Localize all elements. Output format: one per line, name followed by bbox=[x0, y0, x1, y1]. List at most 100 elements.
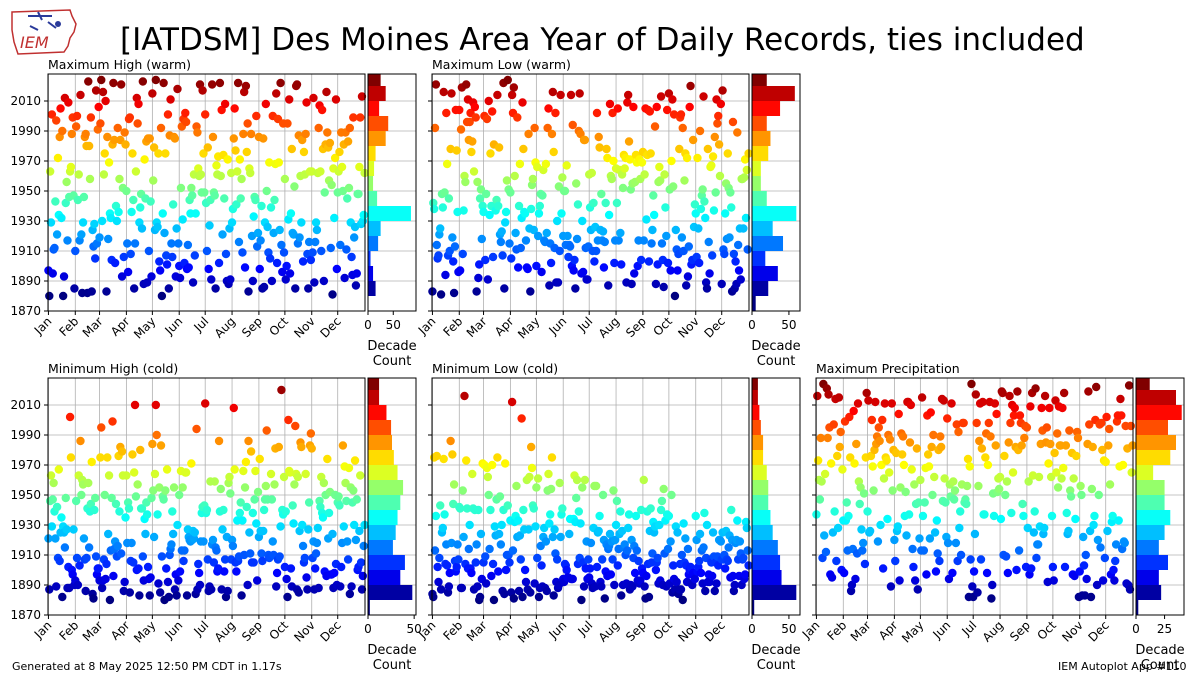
x-tick-label: Apr bbox=[492, 314, 517, 339]
data-point bbox=[168, 200, 178, 209]
data-point bbox=[113, 541, 122, 551]
data-point bbox=[526, 442, 536, 452]
data-point bbox=[875, 436, 884, 446]
data-point bbox=[609, 156, 618, 166]
data-point bbox=[228, 541, 238, 551]
data-point bbox=[457, 583, 467, 593]
data-point bbox=[163, 110, 173, 119]
x-tick-label: Nov bbox=[675, 618, 701, 644]
data-point bbox=[813, 456, 823, 465]
data-point bbox=[639, 475, 648, 485]
data-point bbox=[610, 580, 619, 590]
data-point bbox=[605, 529, 615, 539]
data-point bbox=[684, 242, 694, 251]
data-point bbox=[879, 474, 889, 483]
data-point bbox=[242, 147, 251, 157]
data-point bbox=[519, 144, 528, 154]
data-point bbox=[1062, 508, 1071, 518]
data-point bbox=[1005, 391, 1014, 401]
data-point bbox=[541, 159, 551, 169]
hist-x-label: Decade bbox=[751, 643, 800, 658]
data-point bbox=[932, 516, 942, 525]
data-point bbox=[569, 266, 578, 275]
data-point bbox=[433, 562, 442, 572]
data-point bbox=[452, 562, 461, 572]
data-point bbox=[609, 486, 618, 495]
data-point bbox=[45, 167, 55, 176]
data-point bbox=[838, 465, 847, 474]
data-point bbox=[86, 113, 96, 122]
data-point bbox=[912, 444, 922, 453]
data-point bbox=[125, 113, 135, 122]
data-point bbox=[489, 595, 499, 605]
data-point bbox=[908, 544, 917, 554]
data-point bbox=[116, 549, 126, 558]
data-point bbox=[604, 281, 613, 290]
data-point bbox=[274, 442, 284, 452]
x-tick-label: Aug bbox=[212, 618, 238, 644]
data-point bbox=[306, 255, 316, 265]
data-point bbox=[287, 144, 297, 154]
data-point bbox=[991, 441, 1000, 450]
histogram-bar bbox=[752, 281, 769, 296]
data-point bbox=[458, 249, 467, 259]
x-tick-label: Aug bbox=[596, 314, 622, 340]
data-point bbox=[248, 508, 258, 518]
histogram-bar bbox=[752, 378, 758, 390]
data-point bbox=[258, 556, 267, 566]
data-point bbox=[566, 90, 576, 100]
data-point bbox=[1033, 540, 1043, 549]
data-point bbox=[683, 544, 693, 554]
x-tick-label: Jul bbox=[574, 618, 595, 639]
data-point bbox=[699, 92, 708, 101]
data-point bbox=[1073, 433, 1083, 443]
data-point bbox=[72, 111, 82, 121]
data-point bbox=[981, 453, 990, 462]
data-point bbox=[304, 284, 313, 293]
data-point bbox=[183, 240, 193, 250]
generated-timestamp: Generated at 8 May 2025 12:50 PM CDT in … bbox=[12, 660, 282, 673]
data-point bbox=[461, 177, 470, 187]
data-point bbox=[512, 481, 521, 491]
histogram-bar bbox=[752, 206, 797, 221]
data-point bbox=[936, 432, 945, 441]
data-point bbox=[671, 225, 681, 235]
data-point bbox=[112, 216, 122, 226]
data-point bbox=[459, 532, 468, 542]
data-point bbox=[920, 498, 929, 507]
data-point bbox=[677, 550, 687, 560]
data-point bbox=[733, 128, 742, 137]
data-point bbox=[984, 418, 993, 428]
data-point bbox=[51, 197, 60, 206]
data-point bbox=[135, 591, 144, 600]
histogram-bar bbox=[368, 480, 404, 495]
data-point bbox=[513, 516, 523, 525]
data-point bbox=[330, 153, 340, 163]
histogram-bar bbox=[368, 390, 380, 405]
data-point bbox=[1065, 426, 1074, 435]
data-point bbox=[515, 159, 525, 169]
data-point bbox=[688, 135, 698, 145]
histogram-bar bbox=[368, 570, 401, 585]
data-point bbox=[734, 266, 744, 275]
data-point bbox=[925, 534, 935, 543]
data-point bbox=[544, 469, 553, 479]
x-tick-label: Oct bbox=[1034, 618, 1059, 643]
data-point bbox=[713, 119, 722, 128]
data-point bbox=[859, 489, 869, 498]
data-point bbox=[349, 520, 359, 530]
data-point bbox=[450, 242, 460, 251]
data-point bbox=[716, 99, 726, 109]
iem-logo: IEM bbox=[8, 6, 80, 60]
x-tick-label: Oct bbox=[266, 314, 291, 339]
data-point bbox=[987, 594, 996, 603]
data-point bbox=[1024, 477, 1033, 486]
data-point bbox=[47, 110, 57, 119]
data-point bbox=[653, 553, 662, 563]
data-point bbox=[259, 526, 268, 536]
data-point bbox=[331, 95, 341, 104]
data-point bbox=[276, 522, 285, 531]
data-point bbox=[695, 529, 705, 539]
data-point bbox=[965, 462, 974, 471]
